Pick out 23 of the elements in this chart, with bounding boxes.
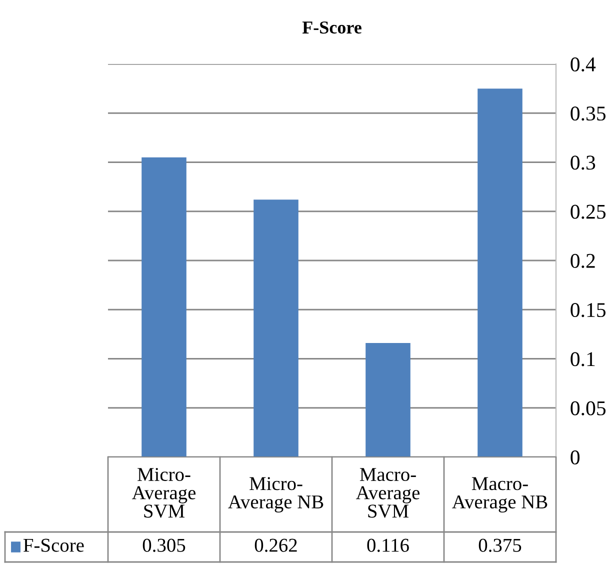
y-tick-label: 0.3 [570, 156, 596, 170]
bar [254, 200, 298, 457]
y-tick-label: 0.1 [570, 352, 595, 366]
bar [366, 343, 410, 457]
y-tick-label: 0.25 [570, 204, 606, 219]
data-label: 0.262 [254, 538, 297, 552]
data-label: 0.375 [478, 538, 522, 552]
data-label: 0.116 [367, 538, 409, 552]
bar [478, 88, 522, 457]
x-tick-label: Micro- Average NB [228, 477, 324, 512]
x-tick-label: Macro- Average SVM [356, 468, 420, 518]
y-tick-label: 0.35 [570, 106, 606, 121]
data-label: 0.305 [142, 538, 186, 552]
chart-title: F-Score [302, 21, 362, 34]
y-tick-label: 0.2 [570, 254, 595, 268]
x-tick-label: Micro- Average SVM [132, 468, 196, 518]
bar [142, 157, 186, 457]
y-tick-label: 0 [570, 450, 580, 464]
x-tick-label: Macro- Average NB [452, 477, 548, 512]
y-tick-label: 0.4 [570, 57, 596, 72]
y-tick-label: 0.15 [570, 303, 606, 318]
y-tick-label: 0.05 [570, 401, 606, 416]
legend-label: F-Score [23, 538, 84, 552]
